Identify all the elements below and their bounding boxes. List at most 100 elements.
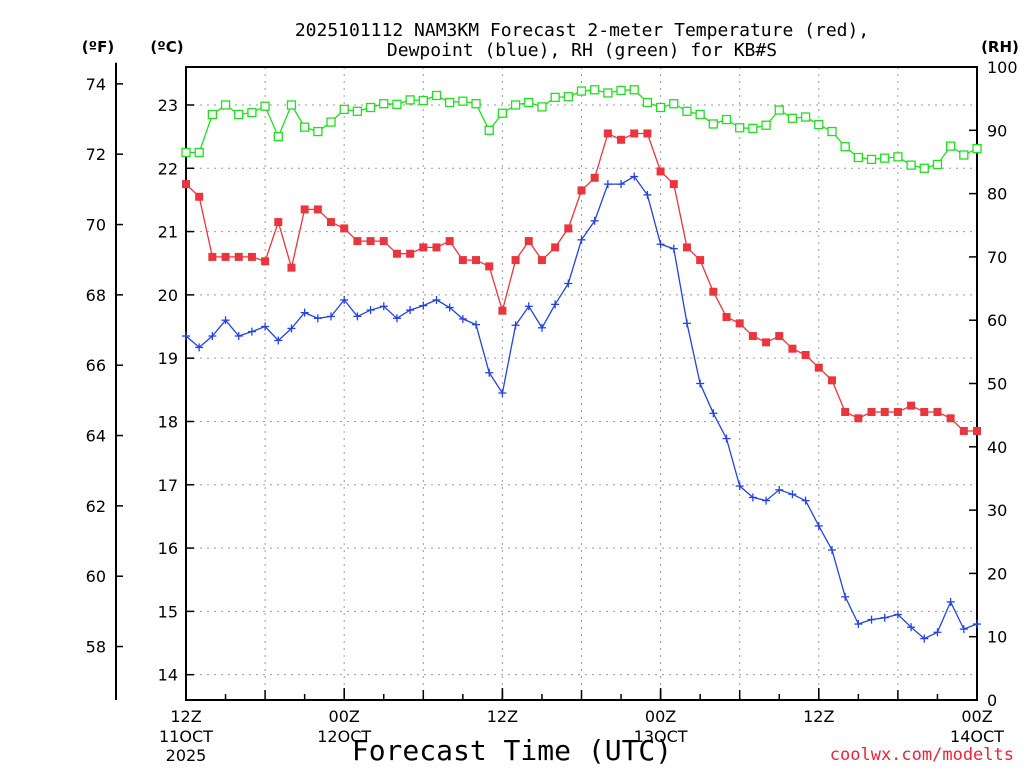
x-tick-time-label: 12Z bbox=[170, 707, 201, 726]
temperature-point bbox=[392, 249, 401, 258]
x-tick-time-label: 12Z bbox=[487, 707, 518, 726]
dewpoint-point bbox=[603, 180, 612, 189]
temperature-point bbox=[735, 319, 744, 328]
x-tick-date-label: 11OCT bbox=[159, 727, 213, 746]
rh-point bbox=[603, 88, 613, 98]
fahrenheit-tick-label: 64 bbox=[86, 427, 106, 446]
temperature-point bbox=[669, 180, 678, 189]
celsius-tick-label: 16 bbox=[158, 539, 178, 558]
rh-point bbox=[352, 106, 363, 116]
temperature-point bbox=[973, 426, 981, 435]
dewpoint-point bbox=[498, 388, 507, 397]
dewpoint-point bbox=[564, 279, 573, 288]
series-rh bbox=[181, 85, 982, 173]
dewpoint-point bbox=[696, 379, 705, 388]
rh-point bbox=[471, 99, 481, 109]
dewpoint-point bbox=[247, 327, 256, 336]
rh-tick-label: 50 bbox=[987, 375, 1007, 394]
temperature-point bbox=[353, 237, 362, 246]
temperature-point bbox=[313, 205, 322, 214]
dewpoint-point bbox=[537, 323, 546, 332]
dewpoint-point bbox=[722, 434, 731, 443]
rh-tick-label: 60 bbox=[987, 311, 1007, 330]
fahrenheit-tick-label: 72 bbox=[86, 145, 106, 164]
rh-point bbox=[484, 125, 494, 135]
rh-unit-label: (RH) bbox=[981, 38, 1019, 56]
dewpoint-point bbox=[788, 490, 797, 499]
rh-point bbox=[379, 99, 389, 109]
dewpoint-point bbox=[261, 322, 270, 331]
dewpoint-point bbox=[590, 216, 599, 225]
dewpoint-point bbox=[946, 597, 955, 606]
rh-point bbox=[234, 109, 244, 120]
rh-point bbox=[326, 117, 336, 127]
temperature-point bbox=[432, 243, 441, 252]
dewpoint-point bbox=[353, 312, 362, 321]
temperature-point bbox=[537, 256, 546, 265]
rh-point bbox=[893, 152, 903, 162]
temperature-point bbox=[445, 237, 454, 246]
celsius-tick-label: 17 bbox=[158, 476, 178, 495]
dewpoint-point bbox=[195, 343, 204, 352]
temperature-point bbox=[577, 186, 586, 195]
dewpoint-point bbox=[867, 615, 876, 624]
rh-point bbox=[669, 99, 679, 109]
temperature-point bbox=[234, 252, 243, 261]
temperature-point bbox=[920, 407, 929, 416]
dewpoint-point bbox=[511, 321, 520, 330]
celsius-unit-label: (ºC) bbox=[150, 38, 183, 56]
series-line bbox=[185, 175, 978, 640]
temperature-point bbox=[656, 167, 665, 176]
chart-title-line-1: 2025101112 NAM3KM Forecast 2-meter Tempe… bbox=[295, 20, 869, 41]
temperature-point bbox=[247, 252, 256, 261]
rh-point bbox=[761, 120, 771, 130]
dewpoint-point bbox=[907, 623, 916, 632]
temperature-point bbox=[287, 263, 296, 272]
rh-point bbox=[972, 144, 982, 154]
rh-point bbox=[247, 107, 257, 118]
rh-tick-label: 70 bbox=[987, 248, 1007, 267]
rh-point bbox=[708, 119, 718, 129]
x-tick-year-label: 2025 bbox=[166, 746, 207, 765]
temperature-point bbox=[775, 332, 784, 341]
dewpoint-point bbox=[920, 634, 929, 643]
rh-point bbox=[629, 85, 639, 95]
temperature-point bbox=[406, 249, 415, 258]
fahrenheit-unit-label: (ºF) bbox=[82, 38, 114, 56]
temperature-point bbox=[880, 407, 889, 416]
rh-point bbox=[735, 123, 745, 133]
dewpoint-point bbox=[340, 295, 349, 304]
rh-point bbox=[392, 99, 402, 109]
temperature-point bbox=[893, 407, 902, 416]
rh-point bbox=[945, 141, 956, 151]
dewpoint-point bbox=[841, 592, 850, 601]
temperature-point bbox=[696, 256, 705, 265]
rh-point bbox=[590, 85, 600, 95]
rh-point bbox=[774, 105, 784, 115]
fahrenheit-tick-label: 74 bbox=[86, 75, 106, 94]
dewpoint-point bbox=[432, 295, 441, 304]
rh-point bbox=[418, 95, 428, 106]
rh-point bbox=[524, 97, 534, 108]
temperature-point bbox=[366, 237, 375, 246]
temperature-point bbox=[748, 332, 757, 341]
rh-point bbox=[932, 159, 943, 170]
rh-point bbox=[787, 113, 798, 123]
rh-point bbox=[748, 123, 758, 134]
celsius-tick-label: 14 bbox=[158, 666, 178, 685]
dewpoint-point bbox=[458, 314, 467, 323]
dewpoint-point bbox=[472, 320, 481, 329]
chart-title-line-2: Dewpoint (blue), RH (green) for KB#S bbox=[387, 40, 777, 61]
temperature-point bbox=[379, 237, 388, 246]
dewpoint-point bbox=[933, 628, 942, 637]
rh-point bbox=[919, 163, 929, 173]
temperature-point bbox=[472, 256, 481, 265]
dewpoint-point bbox=[762, 496, 771, 505]
grid-lines bbox=[186, 67, 977, 700]
temperature-point bbox=[762, 338, 771, 347]
dewpoint-point bbox=[748, 493, 757, 502]
temperature-point bbox=[841, 407, 850, 416]
dewpoint-point bbox=[827, 545, 836, 554]
rh-point bbox=[313, 126, 323, 137]
dewpoint-point bbox=[524, 302, 533, 311]
